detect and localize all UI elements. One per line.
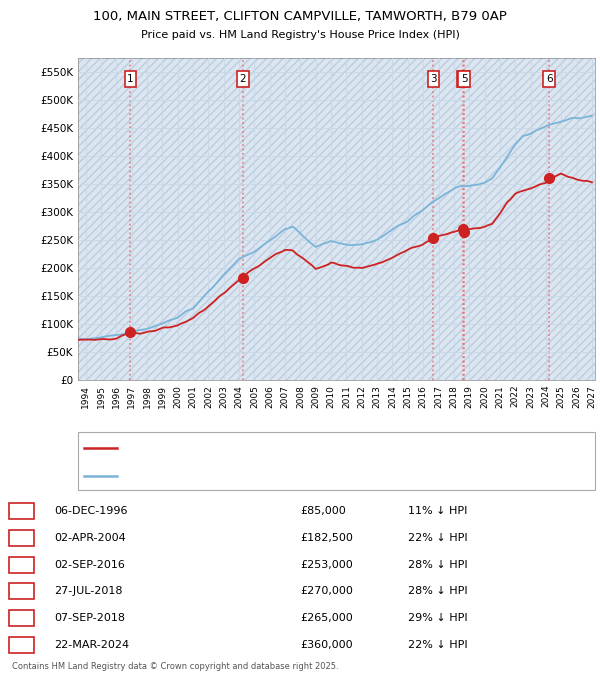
Text: 2: 2	[18, 533, 25, 543]
Text: 06-DEC-1996: 06-DEC-1996	[54, 507, 128, 516]
Text: 07-SEP-2018: 07-SEP-2018	[54, 613, 125, 623]
Text: 28% ↓ HPI: 28% ↓ HPI	[408, 586, 467, 596]
Text: 02-SEP-2016: 02-SEP-2016	[54, 560, 125, 570]
Text: Price paid vs. HM Land Registry's House Price Index (HPI): Price paid vs. HM Land Registry's House …	[140, 30, 460, 40]
Text: 6: 6	[546, 74, 553, 84]
Text: 1: 1	[127, 74, 134, 84]
Text: £85,000: £85,000	[300, 507, 346, 516]
Text: 1: 1	[18, 507, 25, 516]
Text: £182,500: £182,500	[300, 533, 353, 543]
Text: 29% ↓ HPI: 29% ↓ HPI	[408, 613, 467, 623]
Text: 6: 6	[18, 640, 25, 649]
Text: 28% ↓ HPI: 28% ↓ HPI	[408, 560, 467, 570]
Text: Contains HM Land Registry data © Crown copyright and database right 2025.: Contains HM Land Registry data © Crown c…	[12, 662, 338, 671]
Text: 22-MAR-2024: 22-MAR-2024	[54, 640, 129, 649]
Text: 4: 4	[459, 74, 466, 84]
Text: £360,000: £360,000	[300, 640, 353, 649]
Text: 22% ↓ HPI: 22% ↓ HPI	[408, 640, 467, 649]
Text: 22% ↓ HPI: 22% ↓ HPI	[408, 533, 467, 543]
Text: 4: 4	[18, 586, 25, 596]
Text: £253,000: £253,000	[300, 560, 353, 570]
Text: 100, MAIN STREET, CLIFTON CAMPVILLE, TAMWORTH, B79 0AP (detached house): 100, MAIN STREET, CLIFTON CAMPVILLE, TAM…	[124, 443, 519, 454]
Text: 5: 5	[18, 613, 25, 623]
Text: 100, MAIN STREET, CLIFTON CAMPVILLE, TAMWORTH, B79 0AP: 100, MAIN STREET, CLIFTON CAMPVILLE, TAM…	[93, 10, 507, 23]
Text: 27-JUL-2018: 27-JUL-2018	[54, 586, 122, 596]
Text: 5: 5	[461, 74, 467, 84]
Text: £265,000: £265,000	[300, 613, 353, 623]
Text: 3: 3	[430, 74, 437, 84]
Text: £270,000: £270,000	[300, 586, 353, 596]
Text: 11% ↓ HPI: 11% ↓ HPI	[408, 507, 467, 516]
Text: 3: 3	[18, 560, 25, 570]
Text: 2: 2	[239, 74, 246, 84]
Text: HPI: Average price, detached house, Lichfield: HPI: Average price, detached house, Lich…	[124, 471, 346, 481]
Text: 02-APR-2004: 02-APR-2004	[54, 533, 126, 543]
